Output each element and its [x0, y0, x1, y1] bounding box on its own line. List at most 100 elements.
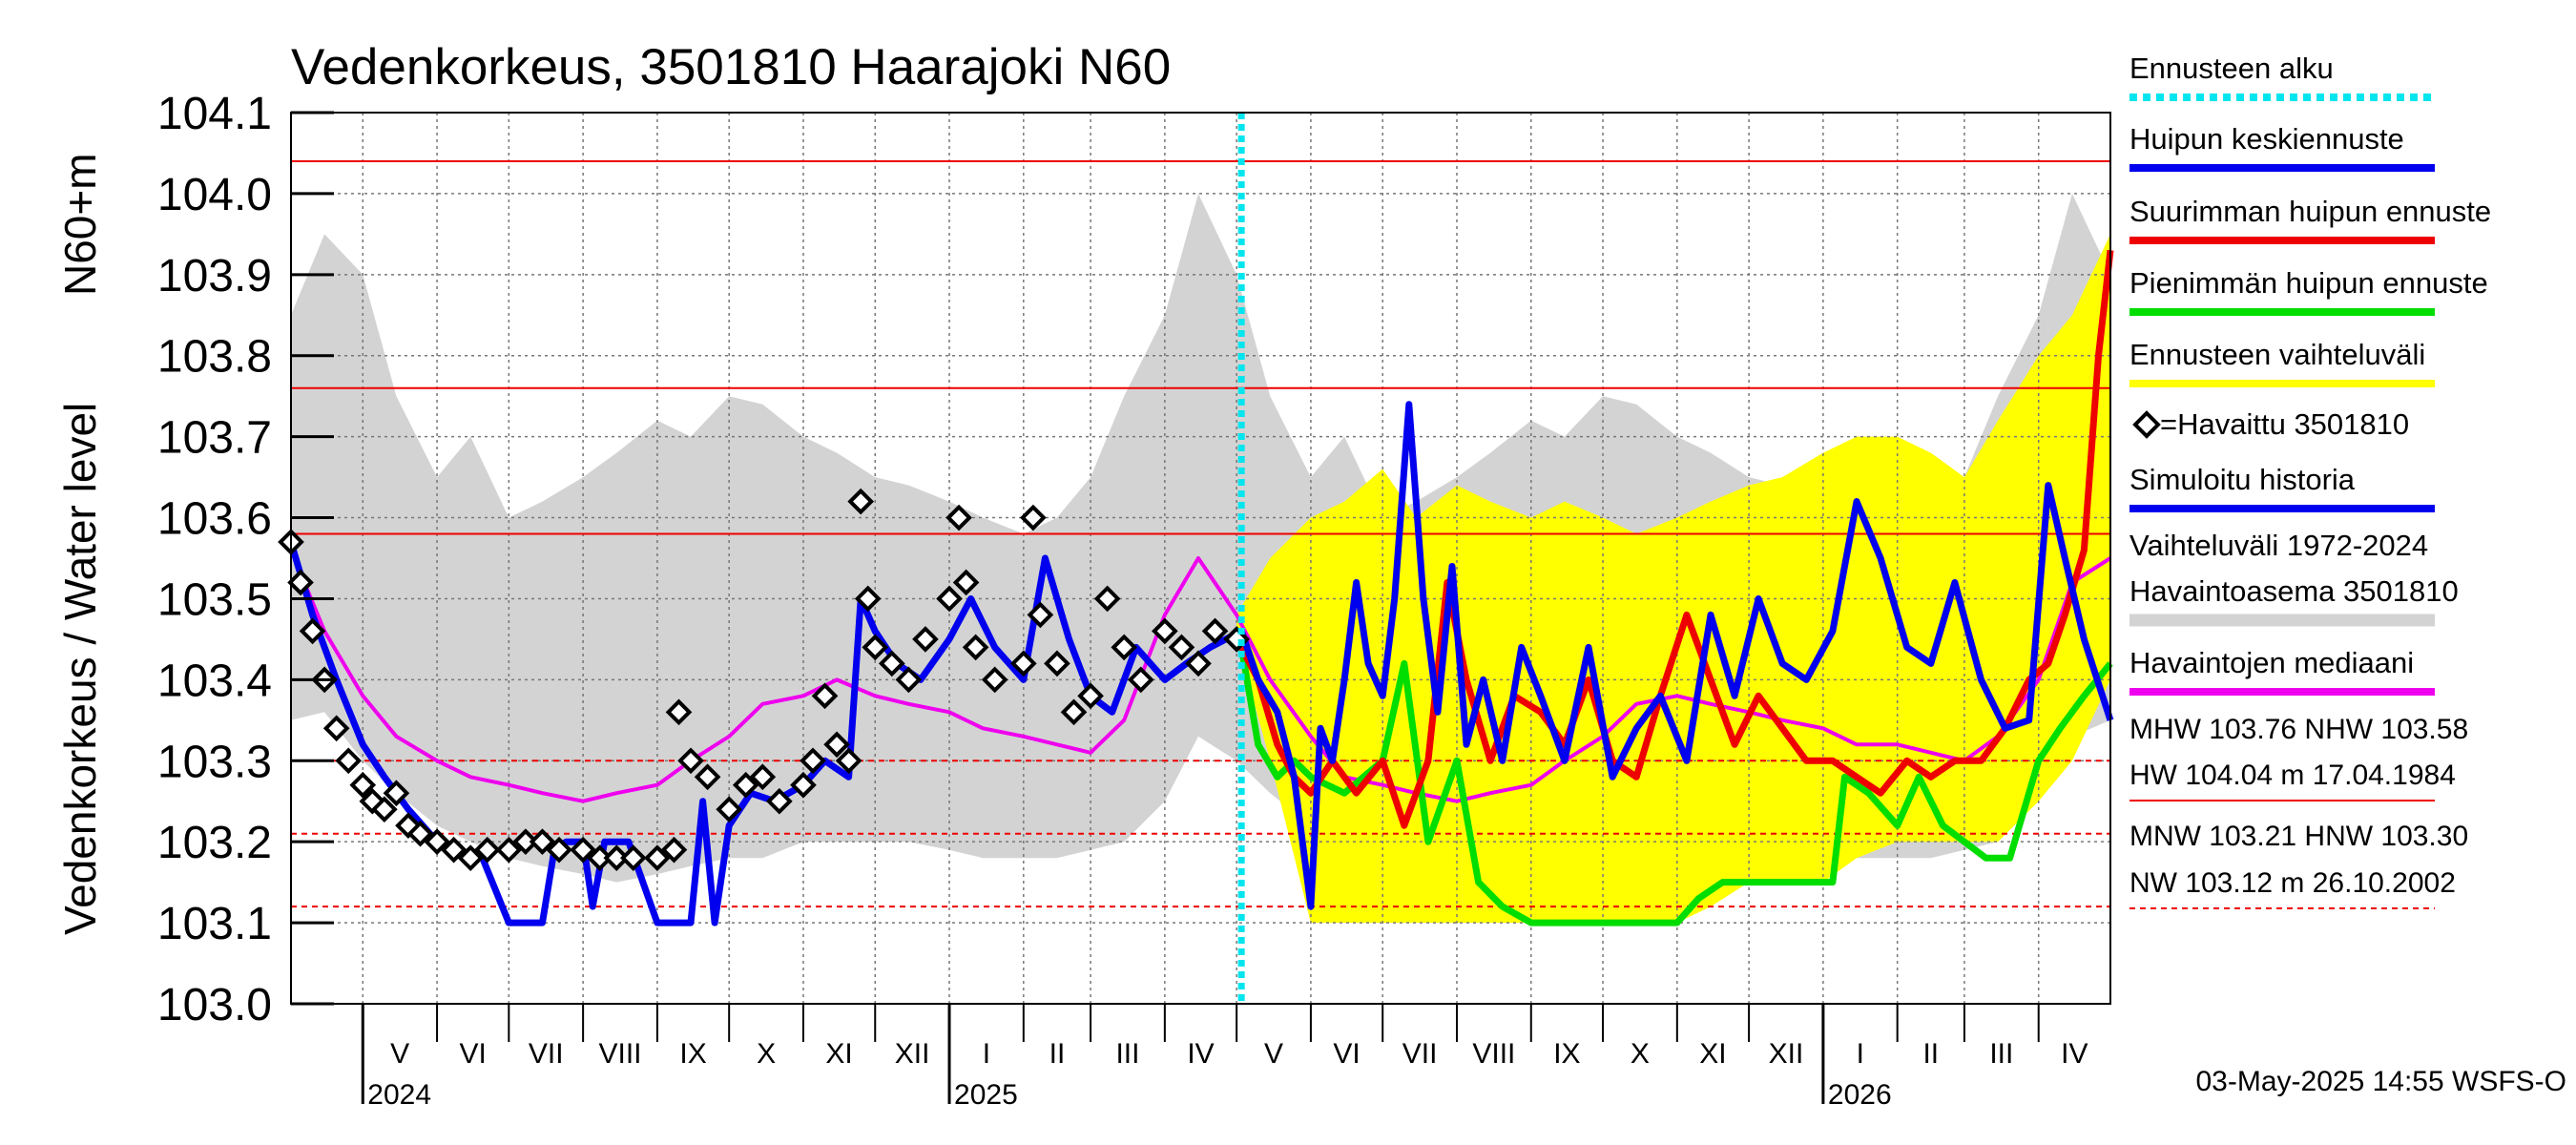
- axes: 103.0 103.1 103.2 103.3 103.4 103.5 103.6 103.7…: [157, 89, 2111, 1111]
- observed-point: [495, 836, 523, 864]
- observed-point: [457, 844, 485, 871]
- y-tick-label: 103.9: [157, 251, 272, 302]
- observed-point: [512, 828, 539, 856]
- observed-point: [716, 796, 743, 823]
- observed-point: [546, 836, 572, 864]
- observed-point: [619, 844, 647, 871]
- series-line-3: [289, 549, 2112, 803]
- month-label: VII: [529, 1038, 564, 1070]
- legend-label: Havaintoasema 3501810: [2129, 574, 2459, 608]
- series-line-0: [1237, 401, 2114, 910]
- y-axis-label: Vedenkorkeus / Water level: [55, 403, 105, 935]
- series-line-1: [1238, 249, 2114, 829]
- observed-point: [895, 666, 923, 694]
- legend-label: Ennusteen alku: [2129, 52, 2334, 85]
- y-tick-label: 103.8: [157, 332, 272, 383]
- year-label: 2026: [1828, 1079, 1892, 1111]
- observed-point: [287, 569, 314, 596]
- y-tick-label: 104.0: [157, 170, 272, 220]
- y-tick-label: 103.6: [157, 494, 272, 545]
- month-label: X: [757, 1038, 776, 1070]
- y-tick-label: 103.1: [157, 899, 272, 949]
- plot-frame: [290, 112, 2111, 1005]
- month-label: I: [983, 1038, 990, 1070]
- chart-title: Vedenkorkeus, 3501810 Haarajoki N60: [291, 39, 1171, 95]
- observed-point: [811, 682, 839, 710]
- month-label: III: [1989, 1038, 2013, 1070]
- observed-point: [1077, 682, 1104, 710]
- observed-point: [1093, 585, 1121, 613]
- year-label: 2025: [954, 1079, 1018, 1111]
- observed-point: [1027, 601, 1054, 629]
- observed-point: [912, 626, 939, 653]
- observed-point: [847, 488, 875, 515]
- observed-point: [835, 747, 862, 775]
- y-axis-unit-label: N60+m: [55, 153, 105, 296]
- month-label: XII: [1769, 1038, 1804, 1070]
- forecast-range-band: [1236, 234, 2110, 924]
- observed-point: [1044, 650, 1070, 677]
- legend-label: Suurimman huipun ennuste: [2129, 195, 2491, 228]
- observed-point: [936, 585, 963, 613]
- observed-point: [1127, 666, 1154, 694]
- observed-point: [1009, 650, 1037, 677]
- stats-label: MNW 103.21 HNW 103.30: [2129, 821, 2468, 852]
- observed-point: [660, 836, 688, 864]
- legend-label: Vaihteluväli 1972-2024: [2129, 529, 2428, 562]
- month-label: XI: [825, 1038, 852, 1070]
- observed-point: [473, 836, 501, 864]
- legend-label: Havaintojen mediaani: [2129, 646, 2414, 679]
- y-tick-label: 104.1: [157, 89, 272, 139]
- legend-label: =Havaittu 3501810: [2160, 407, 2409, 441]
- legend-marker-observed: [2132, 410, 2161, 439]
- observed-point: [1201, 617, 1229, 645]
- observed-point: [981, 666, 1008, 694]
- year-label: 2024: [367, 1079, 431, 1111]
- month-label: IV: [1187, 1038, 1214, 1070]
- observed-point: [322, 715, 350, 742]
- footer-timestamp: 03-May-2025 14:55 WSFS-O: [2196, 1066, 2567, 1097]
- observed-point: [694, 763, 721, 791]
- month-label: IV: [2061, 1038, 2088, 1070]
- month-label: X: [1631, 1038, 1650, 1070]
- plot-area: [278, 113, 2114, 1004]
- month-label: III: [1115, 1038, 1139, 1070]
- observed-point: [383, 780, 410, 807]
- observed-point: [1168, 634, 1195, 661]
- y-tick-label: 103.3: [157, 737, 272, 787]
- observed-point: [749, 763, 777, 791]
- observed-point: [644, 844, 671, 871]
- month-label: VIII: [1472, 1038, 1515, 1070]
- observed-point: [570, 836, 596, 864]
- observed-point: [1060, 698, 1088, 726]
- y-tick-label: 103.4: [157, 656, 272, 706]
- observed-point: [962, 634, 989, 661]
- observed-point: [862, 634, 889, 661]
- observed-point: [1152, 617, 1178, 645]
- observed-point: [945, 504, 972, 531]
- y-tick-label: 103.5: [157, 574, 272, 625]
- legend-label: Huipun keskiennuste: [2129, 122, 2404, 156]
- observed-point: [1185, 650, 1212, 677]
- observed-point: [854, 585, 882, 613]
- observed-point: [1111, 634, 1138, 661]
- legend-label: Pienimmän huipun ennuste: [2129, 266, 2488, 300]
- month-label: IX: [1553, 1038, 1580, 1070]
- observed-point: [800, 747, 826, 775]
- observed-point: [349, 771, 377, 799]
- observed-point: [529, 828, 556, 856]
- observed-point: [299, 617, 326, 645]
- legend-label: Ennusteen vaihteluväli: [2129, 338, 2425, 371]
- observed-point: [952, 569, 980, 596]
- observed-point: [586, 844, 613, 871]
- stats-label: HW 104.04 m 17.04.1984: [2129, 760, 2456, 791]
- observed-point: [440, 836, 467, 864]
- month-label: VII: [1402, 1038, 1438, 1070]
- observed-point: [732, 771, 759, 799]
- legend-label: Simuloitu historia: [2129, 463, 2356, 496]
- month-label: II: [1922, 1038, 1939, 1070]
- month-label: V: [1264, 1038, 1283, 1070]
- observed-point: [1020, 504, 1047, 531]
- observed-point: [406, 820, 434, 847]
